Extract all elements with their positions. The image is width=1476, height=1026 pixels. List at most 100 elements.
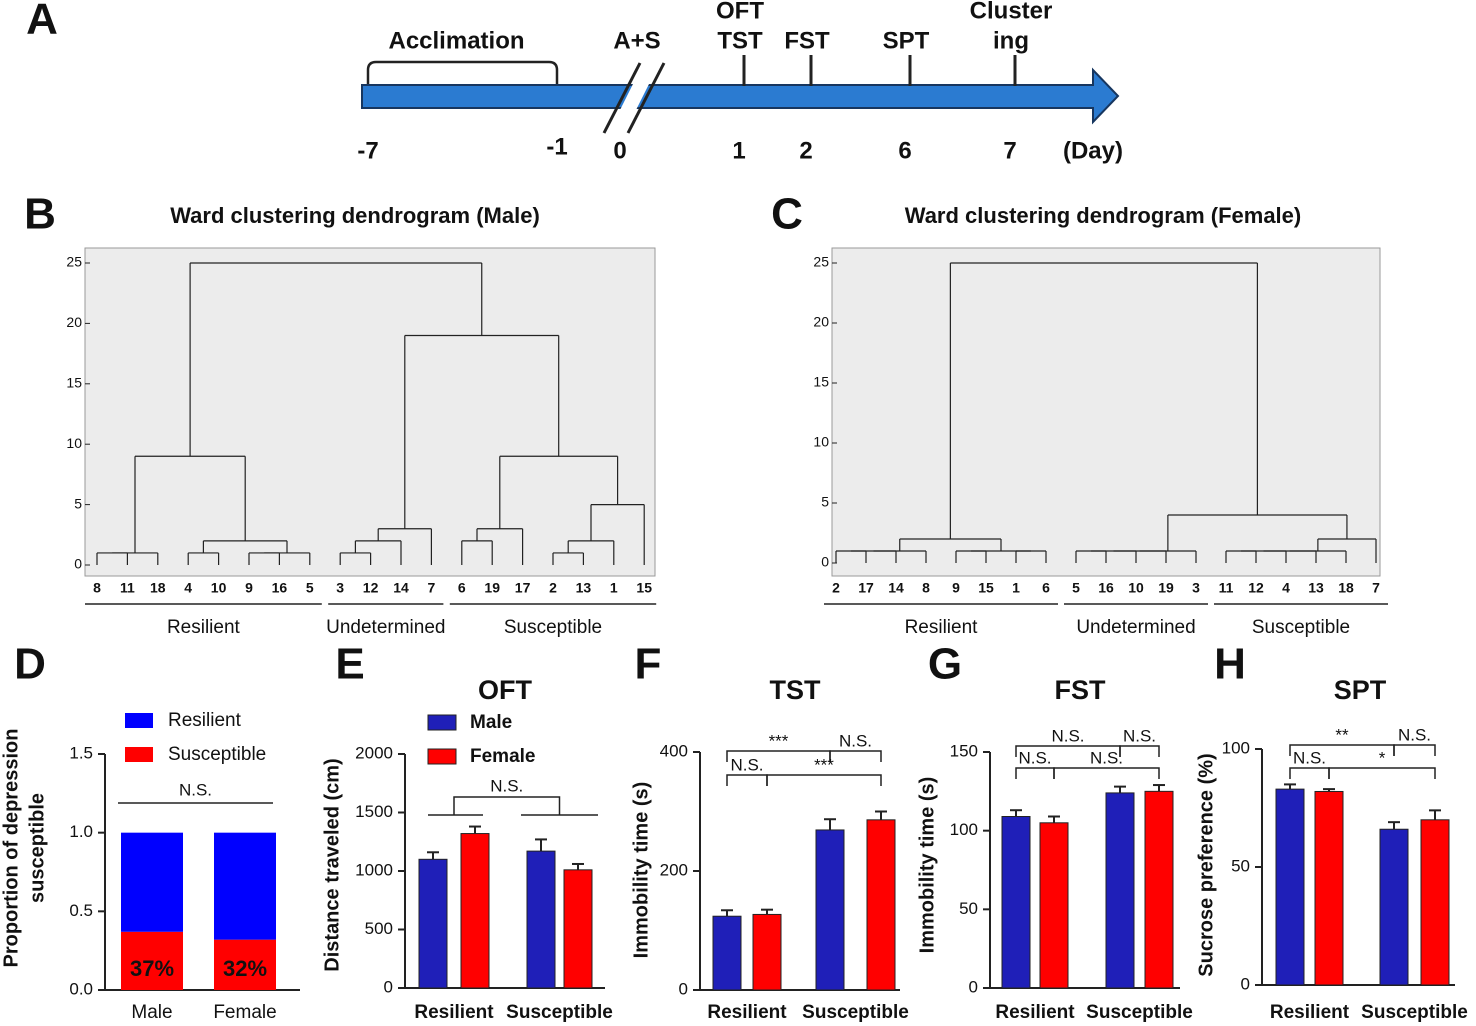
panel-letter: E [335, 640, 364, 689]
leaf-label: 7 [428, 580, 436, 596]
y-tick-label: 400 [660, 741, 688, 760]
event-label: TST [717, 27, 763, 54]
bar [866, 819, 896, 991]
y-tick-label: 200 [660, 860, 688, 879]
annotation: N.S. [179, 780, 212, 799]
leaf-label: 6 [1042, 580, 1050, 596]
bracket [1119, 745, 1160, 757]
bar-segment [121, 931, 183, 990]
legend-swatch [125, 747, 153, 762]
leaf-label: 14 [888, 580, 904, 596]
leaf-label: 9 [952, 580, 960, 596]
bar [563, 869, 593, 989]
leaf-label: 17 [858, 580, 874, 596]
y-tick-label: 5 [74, 495, 82, 511]
bar-segment [121, 832, 183, 932]
bracket [766, 774, 882, 786]
x-tick-label: Resilient [414, 1002, 494, 1023]
group-label: Resilient [905, 617, 979, 638]
bracket [829, 750, 882, 762]
annotation: * [1379, 748, 1386, 767]
annotation: N.S. [490, 776, 523, 795]
group-label: Resilient [167, 617, 241, 638]
leaf-label: 18 [1338, 580, 1354, 596]
y-tick-label: 15 [66, 375, 82, 391]
leaf-label: 13 [576, 580, 592, 596]
y-tick-label: 150 [950, 741, 978, 760]
panel-letter: A [26, 0, 58, 44]
bar [418, 858, 448, 989]
leaf-label: 5 [1072, 580, 1080, 596]
y-tick-label: 1500 [355, 802, 393, 821]
break-slash [626, 62, 666, 134]
y-axis-label: Immobility time (s) [630, 782, 652, 959]
leaf-label: 10 [1128, 580, 1144, 596]
leaf-label: 10 [211, 580, 227, 596]
x-tick-label: Female [213, 1002, 276, 1023]
y-tick-label: 10 [66, 435, 82, 451]
x-tick-label: Resilient [1270, 1002, 1350, 1023]
panel-letter: B [24, 190, 56, 239]
bar [752, 913, 782, 991]
day-label: 1 [732, 137, 745, 164]
leaf-label: 3 [336, 580, 344, 596]
annotation: *** [814, 755, 834, 774]
y-tick-label: 0 [74, 556, 82, 572]
panel-letter: G [928, 640, 962, 689]
x-tick-label: Susceptible [506, 1002, 613, 1023]
group-label: Susceptible [504, 617, 602, 638]
bar [1144, 790, 1174, 989]
y-tick-label: 0 [969, 977, 978, 996]
chart-title: SPT [1334, 675, 1387, 705]
bracket [726, 774, 768, 786]
bar [1001, 816, 1031, 989]
event-label: FST [784, 27, 830, 54]
bar [526, 850, 556, 989]
annotation: N.S. [1123, 726, 1156, 745]
y-tick-label: 20 [66, 314, 82, 330]
leaf-label: 2 [549, 580, 557, 596]
leaf-label: 5 [306, 580, 314, 596]
y-tick-label: 1.0 [69, 822, 93, 841]
x-tick-label: Susceptible [1086, 1002, 1193, 1023]
day-label: 6 [898, 137, 911, 164]
day-label: 7 [1003, 137, 1016, 164]
y-axis-label: Proportion of depression [0, 729, 22, 968]
legend-swatch [427, 714, 457, 731]
leaf-label: 12 [363, 580, 379, 596]
phase-bracket [366, 60, 559, 84]
leaf-label: 1 [1012, 580, 1020, 596]
leaf-label: 2 [832, 580, 840, 596]
leaf-label: 19 [484, 580, 500, 596]
legend-label: Male [470, 712, 512, 733]
leaf-label: 6 [458, 580, 466, 596]
panel-letter: F [635, 640, 662, 689]
event-label: SPT [883, 27, 930, 54]
day-label: 0 [613, 137, 626, 164]
legend-label: Resilient [168, 710, 242, 731]
leaf-label: 16 [272, 580, 288, 596]
plot-area [831, 247, 1381, 577]
bar [1420, 819, 1450, 986]
annotation: N.S. [730, 755, 763, 774]
leaf-label: 11 [120, 580, 135, 596]
y-tick-label: 0 [679, 979, 688, 998]
leaf-label: 15 [636, 580, 652, 596]
break-slash [602, 62, 642, 134]
bar [1314, 790, 1344, 986]
bar [1275, 788, 1305, 986]
leaf-label: 4 [184, 580, 192, 596]
annotation: N.S. [1398, 725, 1431, 744]
legend-label: Female [470, 746, 535, 767]
y-tick-label: 20 [813, 314, 829, 330]
leaf-label: 14 [393, 580, 409, 596]
annotation: N.S. [1051, 726, 1084, 745]
annotation: N.S. [1090, 748, 1123, 767]
chart-title: Ward clustering dendrogram (Female) [905, 203, 1301, 228]
group-label: Susceptible [1252, 617, 1350, 638]
annotation: *** [769, 731, 789, 750]
event-label: Cluster [970, 0, 1053, 24]
legend-label: Susceptible [168, 744, 266, 765]
leaf-label: 7 [1372, 580, 1380, 596]
